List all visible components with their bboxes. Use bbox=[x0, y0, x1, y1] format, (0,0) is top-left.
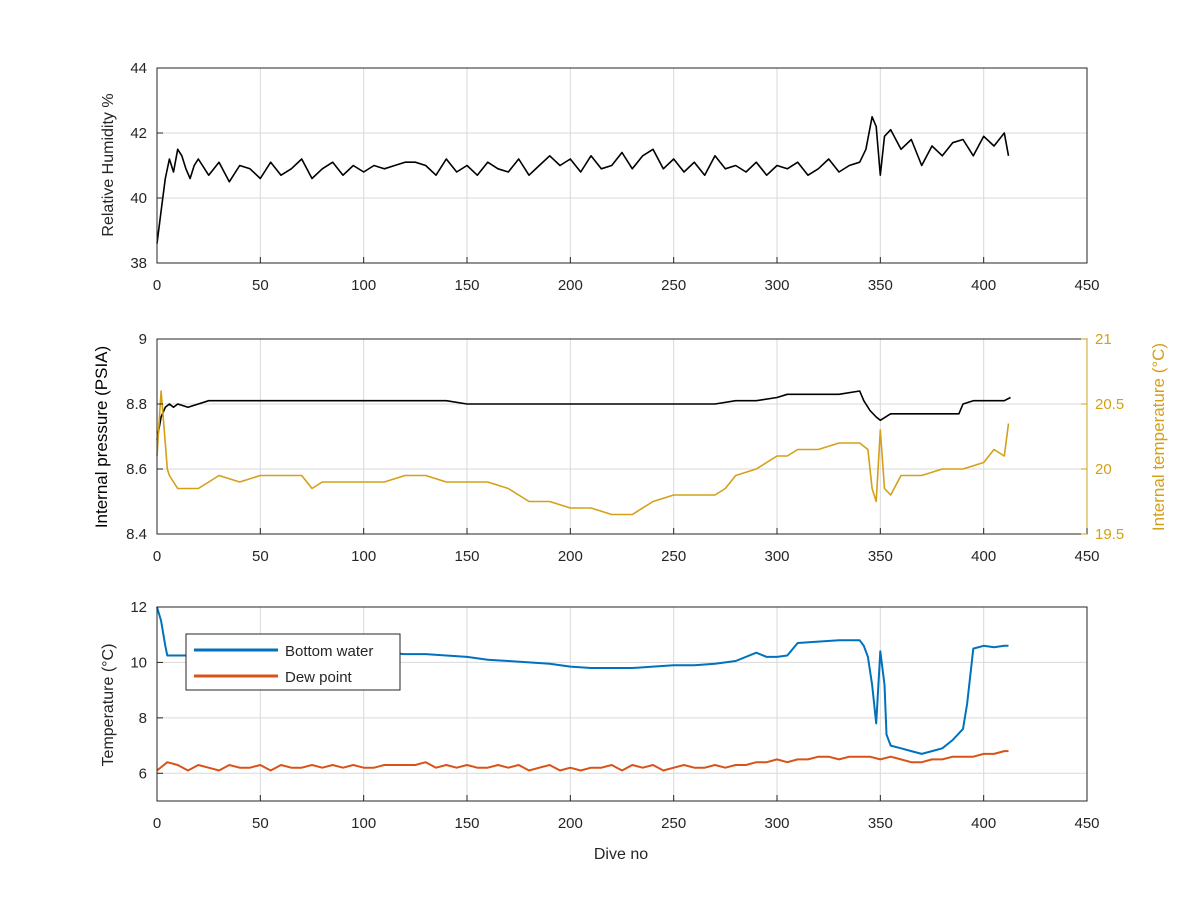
x-tick-label: 100 bbox=[351, 815, 376, 832]
y-tick-label: 8.8 bbox=[126, 396, 147, 413]
y2-tick-label: 19.5 bbox=[1095, 526, 1124, 543]
series-line-series-2 bbox=[156, 390, 1010, 516]
series-line-dew-point bbox=[156, 750, 1009, 772]
y-tick-label: 9 bbox=[139, 331, 147, 348]
y-tick-label: 12 bbox=[130, 599, 147, 616]
x-axis-label: Dive no bbox=[594, 846, 648, 863]
x-tick-label: 350 bbox=[868, 548, 893, 565]
x-tick-label: 150 bbox=[454, 815, 479, 832]
x-tick-label: 450 bbox=[1074, 815, 1099, 832]
x-tick-label: 450 bbox=[1074, 277, 1099, 294]
x-tick-label: 350 bbox=[868, 815, 893, 832]
x-tick-label: 250 bbox=[661, 815, 686, 832]
y-tick-label: 42 bbox=[130, 125, 147, 142]
x-tick-label: 100 bbox=[351, 548, 376, 565]
pressure-temperature-chart: 0 50 100 150 200 250 300 350 400 450 8.4 8.6 8.8 9 1… bbox=[92, 331, 1168, 565]
humidity-chart: 0 50 100 150 200 250 300 350 400 450 38 40 42 44 Rel… bbox=[100, 60, 1100, 294]
x-tick-label: 400 bbox=[971, 277, 996, 294]
legend-box bbox=[185, 633, 401, 691]
x-tick-label: 300 bbox=[764, 815, 789, 832]
x-tick-label: 100 bbox=[351, 277, 376, 294]
x-tick-label: 0 bbox=[153, 548, 161, 565]
y2-tick-label: 20.5 bbox=[1095, 396, 1124, 413]
y2-tick-label: 21 bbox=[1095, 331, 1112, 348]
temperature-chart: 0 50 100 150 200 250 300 350 400 450 6 8 10 12 Tempe… bbox=[100, 599, 1100, 863]
series-line-series-1 bbox=[156, 116, 1010, 244]
x-tick-label: 400 bbox=[971, 815, 996, 832]
x-tick-label: 0 bbox=[153, 277, 161, 294]
x-tick-label: 350 bbox=[868, 277, 893, 294]
x-tick-label: 50 bbox=[252, 548, 269, 565]
x-tick-label: 150 bbox=[454, 548, 479, 565]
humidity-y-axis-label: Relative Humidity % bbox=[100, 93, 117, 236]
y2-tick-label: 20 bbox=[1095, 461, 1112, 478]
temperature-y-axis-label: Temperature (°C) bbox=[100, 644, 117, 767]
y-tick-label: 40 bbox=[130, 190, 147, 207]
y-tick-label: 10 bbox=[130, 654, 147, 671]
x-tick-label: 200 bbox=[558, 548, 583, 565]
x-tick-label: 200 bbox=[558, 277, 583, 294]
x-tick-label: 450 bbox=[1074, 548, 1099, 565]
y-tick-label: 44 bbox=[130, 60, 147, 77]
temperature-plot-area bbox=[156, 606, 1088, 802]
x-tick-label: 400 bbox=[971, 548, 996, 565]
x-tick-label: 50 bbox=[252, 815, 269, 832]
y-tick-label: 38 bbox=[130, 255, 147, 272]
pressure-y-axis-label: Internal pressure (PSIA) bbox=[92, 346, 111, 528]
legend-label-dew-point: Dew point bbox=[285, 669, 353, 686]
x-tick-label: 300 bbox=[764, 548, 789, 565]
legend-label-bottom-water: Bottom water bbox=[285, 643, 373, 660]
internal-temperature-y-axis-label: Internal temperature (°C) bbox=[1149, 343, 1168, 531]
x-tick-label: 50 bbox=[252, 277, 269, 294]
x-tick-label: 250 bbox=[661, 277, 686, 294]
humidity-plot-area bbox=[156, 67, 1088, 264]
series-line-series-1 bbox=[156, 390, 1011, 440]
x-tick-label: 0 bbox=[153, 815, 161, 832]
y-tick-label: 8.6 bbox=[126, 461, 147, 478]
x-tick-label: 200 bbox=[558, 815, 583, 832]
x-tick-label: 300 bbox=[764, 277, 789, 294]
y-tick-label: 8 bbox=[139, 710, 147, 727]
y-tick-label: 6 bbox=[139, 765, 147, 782]
x-tick-label: 150 bbox=[454, 277, 479, 294]
x-tick-label: 250 bbox=[661, 548, 686, 565]
legend: Bottom water Dew point bbox=[185, 633, 401, 691]
y-tick-label: 8.4 bbox=[126, 526, 147, 543]
